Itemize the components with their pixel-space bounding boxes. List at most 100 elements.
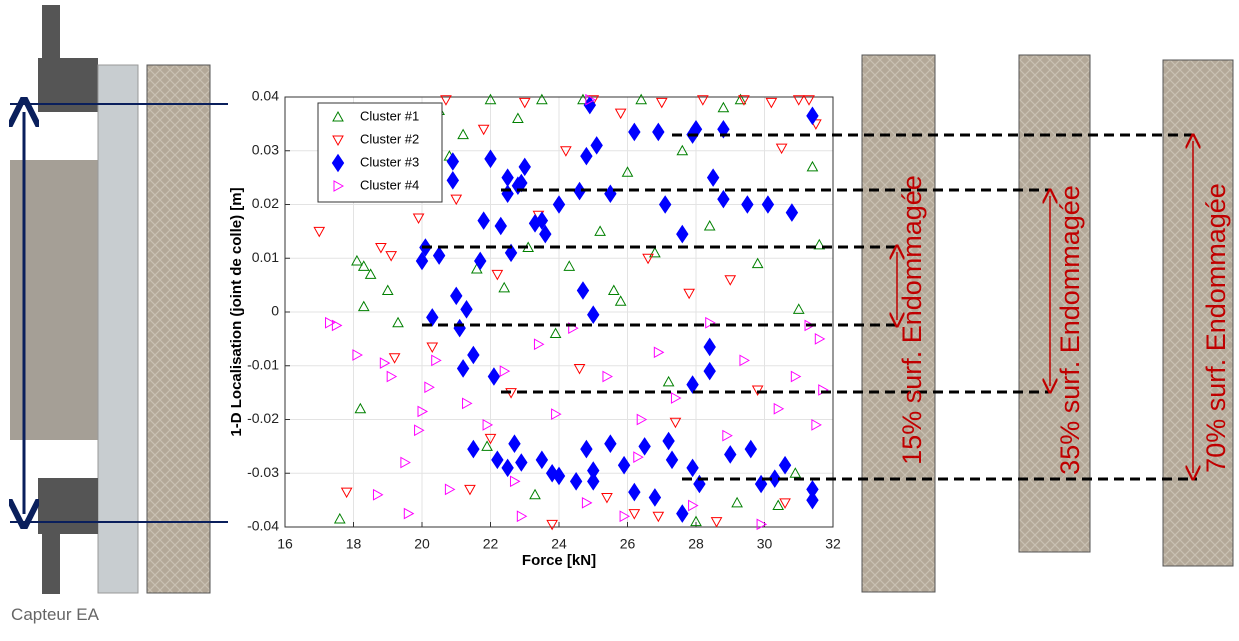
point [432, 246, 446, 265]
point [744, 439, 758, 459]
point [734, 93, 747, 105]
point [804, 319, 816, 332]
point [569, 472, 583, 491]
damage-label: 35% surf. Endommagée [1055, 185, 1085, 475]
x-tick-label: 24 [551, 536, 567, 552]
point [655, 97, 668, 109]
damage-arrows [897, 141, 1193, 473]
x-tick-label: 30 [757, 536, 773, 552]
point [806, 490, 819, 510]
point [446, 171, 460, 190]
point [779, 498, 791, 509]
point [676, 224, 689, 244]
point [498, 281, 511, 293]
point [686, 375, 699, 394]
point [717, 101, 730, 113]
point [464, 484, 476, 496]
point [563, 260, 576, 271]
point [658, 195, 672, 214]
point [617, 455, 631, 475]
point [751, 257, 764, 269]
point [607, 284, 620, 295]
point [450, 194, 463, 206]
point [482, 419, 494, 431]
point [509, 475, 521, 488]
point [580, 146, 593, 166]
point [403, 507, 415, 520]
point [539, 224, 552, 244]
plot: 16 18 20 22 24 26 28 30 32 -0.04 -0.03 -0.02 -0.01 0 0… [228, 88, 841, 569]
legend-label: Cluster #4 [360, 177, 419, 192]
x-tick-label: 20 [414, 536, 430, 552]
point [533, 338, 545, 351]
point [789, 467, 802, 478]
legend-marker [332, 135, 344, 147]
point [417, 405, 429, 418]
point [585, 93, 596, 106]
point [722, 429, 733, 442]
point [467, 439, 480, 459]
point [772, 499, 785, 510]
point [487, 367, 501, 386]
point [385, 251, 398, 262]
point [739, 354, 750, 367]
point [768, 469, 781, 488]
point [535, 450, 549, 470]
point [331, 319, 343, 332]
point [477, 211, 490, 230]
y-tick-label: -0.04 [247, 518, 279, 534]
point [724, 445, 737, 464]
point [688, 499, 699, 512]
x-tick-label: 16 [277, 536, 293, 552]
point [491, 450, 504, 470]
point [481, 440, 493, 451]
sensor-label: Capteur EA [11, 605, 100, 624]
point [386, 370, 398, 383]
point [633, 451, 644, 463]
y-tick-label: 0.01 [252, 249, 279, 265]
point [484, 433, 497, 445]
point [484, 93, 497, 105]
point [806, 106, 819, 126]
legend-marker [333, 180, 345, 192]
damage-label: 70% surf. Endommagée [1201, 183, 1231, 473]
point [581, 496, 593, 509]
point [372, 488, 384, 501]
point [738, 95, 750, 106]
point [501, 458, 514, 478]
legend-marker [331, 153, 345, 173]
point [690, 515, 702, 527]
point [706, 168, 720, 187]
point [518, 97, 531, 109]
point [388, 353, 401, 364]
point [649, 246, 661, 258]
point [652, 511, 665, 523]
point [652, 122, 665, 142]
point [552, 195, 566, 214]
point [662, 431, 675, 451]
damage-lines [422, 133, 1197, 481]
point [424, 381, 435, 394]
point [576, 281, 590, 300]
point [462, 397, 473, 410]
x-tick-label: 26 [620, 536, 636, 552]
point [512, 112, 524, 123]
point [364, 268, 377, 279]
point [676, 144, 689, 156]
point [628, 122, 641, 142]
point [686, 458, 699, 478]
point [638, 437, 651, 456]
point [456, 359, 470, 378]
point [440, 95, 452, 106]
point [635, 93, 648, 105]
point [642, 253, 654, 265]
point [683, 288, 695, 300]
point [587, 472, 600, 491]
point [535, 211, 549, 230]
point [357, 260, 370, 271]
point [665, 450, 679, 470]
x-tick-label: 22 [483, 536, 499, 552]
point [431, 354, 442, 367]
point [751, 385, 764, 396]
